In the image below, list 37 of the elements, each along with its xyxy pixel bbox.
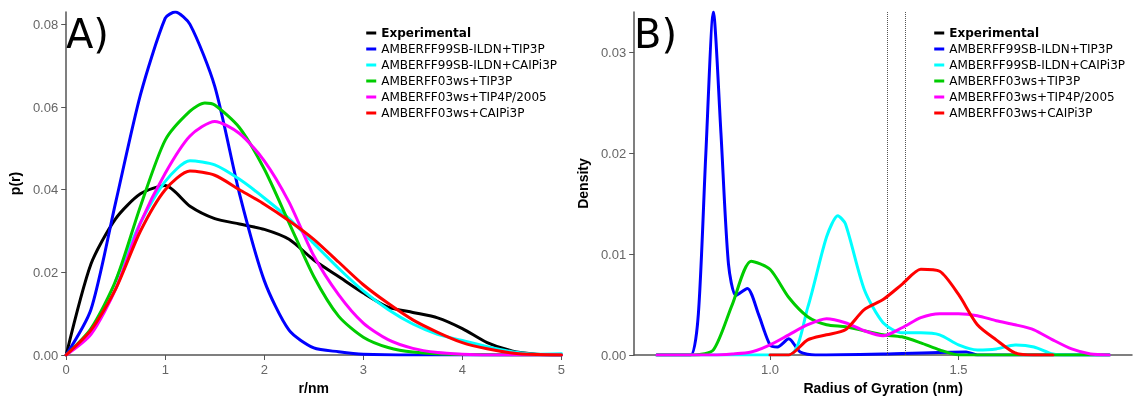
y-tick-label: 0.02 [600, 145, 627, 161]
y-tick-label: 0.00 [600, 347, 627, 363]
legend-label: AMBERFF99SB-ILDN+CAIPi3P [381, 58, 558, 72]
y-tick-label: 0.02 [32, 264, 59, 280]
annotation: A) [66, 11, 109, 57]
legend-label: AMBERFF03ws+CAIPi3P [949, 106, 1093, 120]
legend-label: AMBERFF03ws+TIP4P/2005 [949, 90, 1115, 104]
legend-label: AMBERFF03ws+TIP3P [381, 74, 513, 88]
x-axis-title: r/nm [298, 380, 329, 396]
y-tick-label: 0.00 [32, 347, 59, 363]
x-tick-label: 1.5 [949, 362, 968, 377]
y-tick-label: 0.08 [32, 16, 59, 32]
x-tick-label: 1 [161, 362, 169, 377]
y-tick-label: 0.03 [600, 44, 627, 60]
annotation: B) [634, 11, 678, 57]
y-tick-label: 0.06 [32, 99, 59, 115]
line-series [768, 267, 1055, 357]
legend-label: AMBERFF99SB-ILDN+TIP3P [949, 42, 1113, 56]
y-axis-title: Density [575, 158, 591, 209]
x-tick-label: 4 [458, 362, 466, 377]
legend-label: AMBERFF99SB-ILDN+TIP3P [381, 42, 545, 56]
x-tick-label: 5 [557, 362, 565, 377]
x-axis-title: Radius of Gyration (nm) [803, 380, 963, 396]
legend-label: AMBERFF03ws+TIP4P/2005 [381, 90, 547, 104]
legend-label: Experimental [381, 26, 472, 40]
x-tick-label: 2 [260, 362, 268, 377]
legend-label: AMBERFF03ws+CAIPi3P [381, 106, 525, 120]
legend-label: AMBERFF99SB-ILDN+CAIPi3P [949, 58, 1126, 72]
x-tick-label: 3 [359, 362, 367, 377]
line-series [655, 312, 1111, 357]
y-axis-title: p(r) [7, 171, 23, 196]
y-tick-label: 0.01 [600, 246, 627, 262]
x-tick-label: 0 [62, 362, 70, 377]
y-tick-label: 0.04 [32, 182, 59, 198]
legend-label: Experimental [949, 26, 1040, 40]
x-tick-label: 1.0 [760, 362, 779, 377]
legend-label: AMBERFF03ws+TIP3P [949, 74, 1081, 88]
